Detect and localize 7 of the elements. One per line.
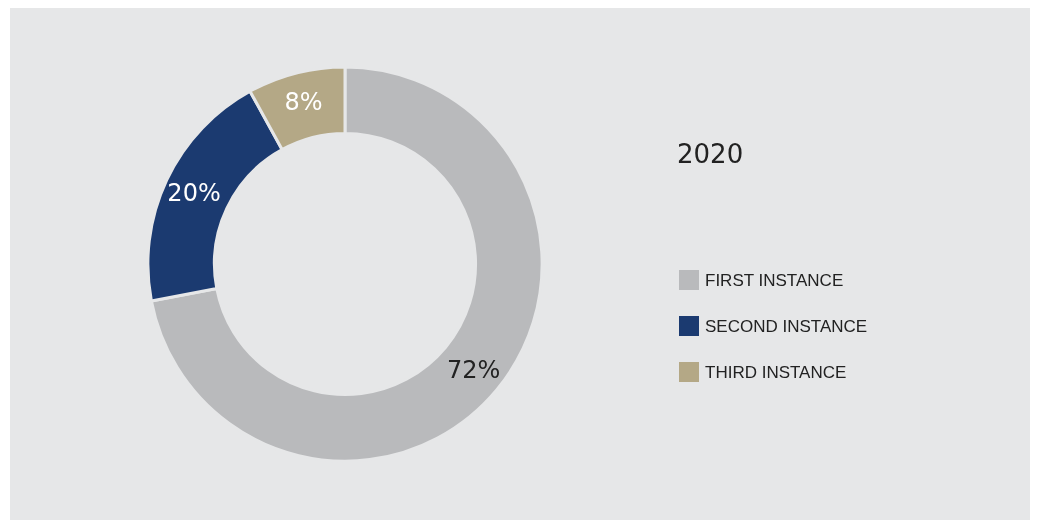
legend-label: THIRD INSTANCE [705, 362, 847, 382]
legend-label: SECOND INSTANCE [705, 316, 868, 336]
legend-label: FIRST INSTANCE [705, 270, 844, 290]
data-label: 20% [167, 178, 221, 207]
data-label: 72% [446, 356, 501, 385]
data-label: 8% [284, 88, 323, 117]
legend-title: 2020 [677, 139, 744, 169]
